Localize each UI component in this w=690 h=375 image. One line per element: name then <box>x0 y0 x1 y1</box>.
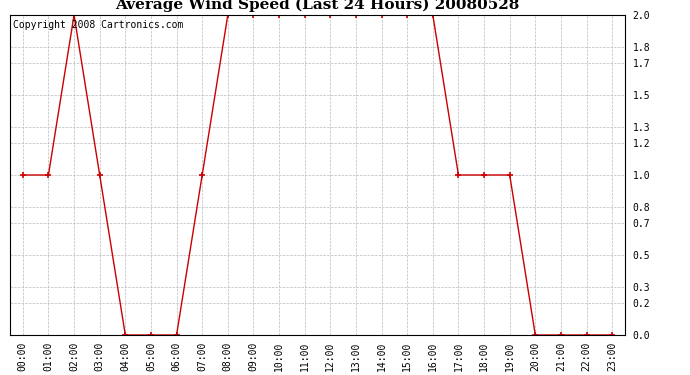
Title: Average Wind Speed (Last 24 Hours) 20080528: Average Wind Speed (Last 24 Hours) 20080… <box>115 0 520 12</box>
Text: Copyright 2008 Cartronics.com: Copyright 2008 Cartronics.com <box>13 20 184 30</box>
